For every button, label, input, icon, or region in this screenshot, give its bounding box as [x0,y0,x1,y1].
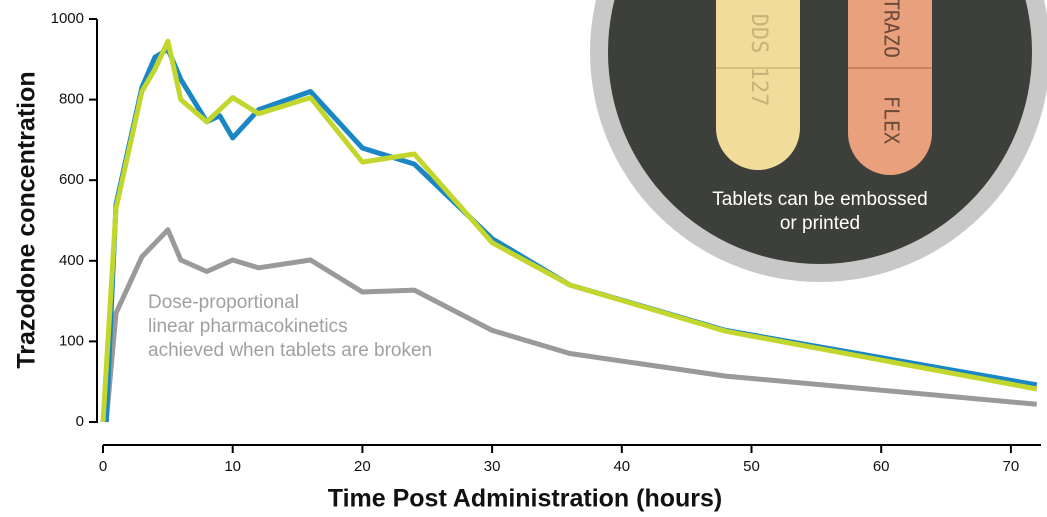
y-axis-title: Trazodone concentration [13,71,41,368]
x-tick-label: 40 [613,458,630,475]
x-tick-label: 10 [224,458,241,475]
x-tick-label: 0 [99,458,107,475]
pill-label: DDS 127 [746,14,771,107]
x-tick-label: 20 [354,458,371,475]
y-tick-label: 400 [59,252,84,269]
x-tick-label: 70 [1003,458,1020,475]
annotation: achieved when tablets are broken [148,340,432,361]
data-line [100,38,1038,423]
y-tick-label: 0 [76,413,84,430]
annotation: linear pharmacokinetics [148,316,348,337]
pill [848,0,932,175]
x-tick-label: 30 [484,458,501,475]
y-tick-label: 600 [59,171,84,188]
x-axis-title: Time Post Administration (hours) [328,485,722,513]
inset-caption: Tablets can be embossed [712,189,927,210]
inset-caption: or printed [780,213,860,234]
y-tick-label: 1000 [51,10,84,27]
pill [716,0,800,170]
annotation: Dose-proportional [148,292,299,313]
x-tick-label: 50 [743,458,760,475]
pill-label: FLEX [880,96,904,144]
y-tick-label: 800 [59,91,84,108]
y-tick-label: 100 [59,332,84,349]
x-tick-label: 60 [873,458,890,475]
inset-photo: DDS 127 TRAZO FLEX Tablets can be emboss… [590,0,1047,282]
data-line [103,227,1038,423]
pill-label: TRAZO [880,0,904,58]
